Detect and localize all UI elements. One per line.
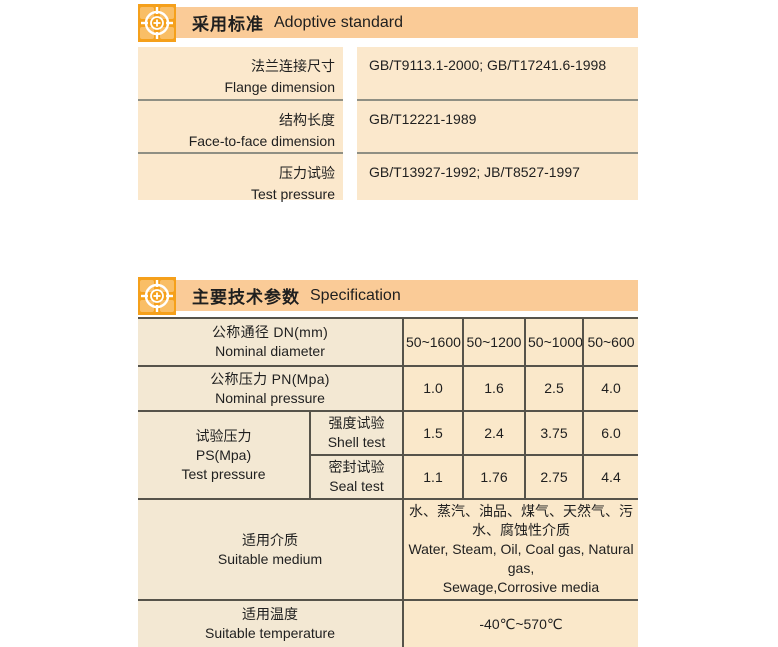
label-en: Seal test [329,478,384,494]
column-gap [343,154,357,200]
label-en: Face-to-face dimension [188,133,335,149]
cell-value: 50~1200 [462,317,526,367]
cell-value: 2.5 [524,365,584,412]
cell-value: GB/T12221-1989 [357,101,638,154]
label-zh: 密封试验 [328,459,385,475]
medium-line-en-1: Water, Steam, Oil, Coal gas, Natural gas… [408,541,634,576]
table-row: 法兰连接尺寸 Flange dimension GB/T9113.1-2000;… [138,47,638,101]
cell-value: 1.0 [402,365,464,412]
row-seal-test: 密封试验 Seal test 1.1 1.76 2.75 4.4 [138,454,638,500]
cell-value: 1.1 [402,454,464,500]
label-en: Suitable medium [217,550,323,567]
label-zh: 强度试验 [328,415,385,431]
specification-header: 主要技术参数 Specification [138,277,638,315]
label-en: Nominal pressure [215,389,325,406]
cell-value: 6.0 [582,410,638,456]
medium-line-zh: 水、蒸汽、油品、煤气、天然气、污水、腐蚀性介质 [409,503,633,538]
label-en: Test pressure [181,465,266,482]
row-suitable-medium: 适用介质 Suitable medium 水、蒸汽、油品、煤气、天然气、污水、腐… [138,498,638,601]
cell-value: -40℃~570℃ [402,599,638,647]
label-zh: 适用介质 [242,531,298,548]
specification-table: 公称通径 DN(mm) Nominal diameter 50~1600 50~… [138,317,638,647]
row-shell-test: 试验压力 PS(Mpa) Test pressure 强度试验 Shell te… [138,410,638,500]
adoptive-standard-header: 采用标准 Adoptive standard [138,4,638,42]
label-zh: 压力试验 [279,165,335,181]
label-code: PS(Mpa) [195,446,252,463]
label-zh: 公称压力 PN(Mpa) [210,370,330,387]
table-row: 结构长度 Face-to-face dimension GB/T12221-19… [138,101,638,154]
row-nominal-pressure: 公称压力 PN(Mpa) Nominal pressure 1.0 1.6 2.… [138,365,638,412]
label-zh: 公称通径 DN(mm) [211,324,329,340]
cell-value: 50~1000 [524,317,584,367]
label-zh: 法兰连接尺寸 [251,58,335,74]
cell-value: 1.6 [462,365,526,412]
table-row: 压力试验 Test pressure GB/T13927-1992; JB/T8… [138,154,638,202]
cell-label: 结构长度 Face-to-face dimension [138,101,343,154]
adoptive-standard-table: 法兰连接尺寸 Flange dimension GB/T9113.1-2000;… [138,47,638,202]
cell-value: 3.75 [524,410,584,456]
cell-label: 公称通径 DN(mm) Nominal diameter [138,317,404,367]
section-title-en: Specification [310,286,401,304]
cell-value: 1.76 [462,454,526,500]
section-banner: 采用标准 Adoptive standard [175,7,638,38]
section-banner: 主要技术参数 Specification [175,280,638,311]
cell-value: 4.0 [582,365,638,412]
label-zh: 试验压力 [195,427,252,444]
cell-value: 50~1600 [402,317,464,367]
column-gap [343,101,357,154]
cell-value: 2.75 [524,454,584,500]
target-crosshair-icon [138,277,176,315]
cell-value: GB/T9113.1-2000; GB/T17241.6-1998 [357,47,638,101]
cell-value: GB/T13927-1992; JB/T8527-1997 [357,154,638,200]
cell-value: 4.4 [582,454,638,500]
cell-label: 压力试验 Test pressure [138,154,343,202]
cell-sublabel: 强度试验 Shell test [309,410,404,456]
section-title-zh: 采用标准 [192,15,264,34]
label-zh: 结构长度 [279,112,335,128]
row-suitable-temperature: 适用温度 Suitable temperature -40℃~570℃ [138,599,638,647]
label-en: Shell test [327,434,386,450]
target-crosshair-icon [138,4,176,42]
cell-value: 1.5 [402,410,464,456]
column-gap [343,47,357,101]
cell-sublabel: 密封试验 Seal test [309,454,404,500]
label-zh: 适用温度 [242,606,298,622]
cell-label: 公称压力 PN(Mpa) Nominal pressure [138,365,404,412]
label-en: Nominal diameter [215,343,325,359]
cell-label: 适用温度 Suitable temperature [138,599,404,647]
label-en: Suitable temperature [205,625,335,641]
cell-value-medium: 水、蒸汽、油品、煤气、天然气、污水、腐蚀性介质 Water, Steam, Oi… [402,498,638,601]
label-en: Flange dimension [224,79,335,95]
section-title-zh: 主要技术参数 [192,288,300,307]
section-title-en: Adoptive standard [274,13,403,31]
cell-value: 50~600 [582,317,638,367]
label-en: Test pressure [250,186,335,202]
cell-label: 法兰连接尺寸 Flange dimension [138,47,343,101]
cell-label: 适用介质 Suitable medium [138,498,404,601]
cell-value: 2.4 [462,410,526,456]
row-nominal-diameter: 公称通径 DN(mm) Nominal diameter 50~1600 50~… [138,317,638,367]
cell-label-test-pressure: 试验压力 PS(Mpa) Test pressure [138,410,311,500]
